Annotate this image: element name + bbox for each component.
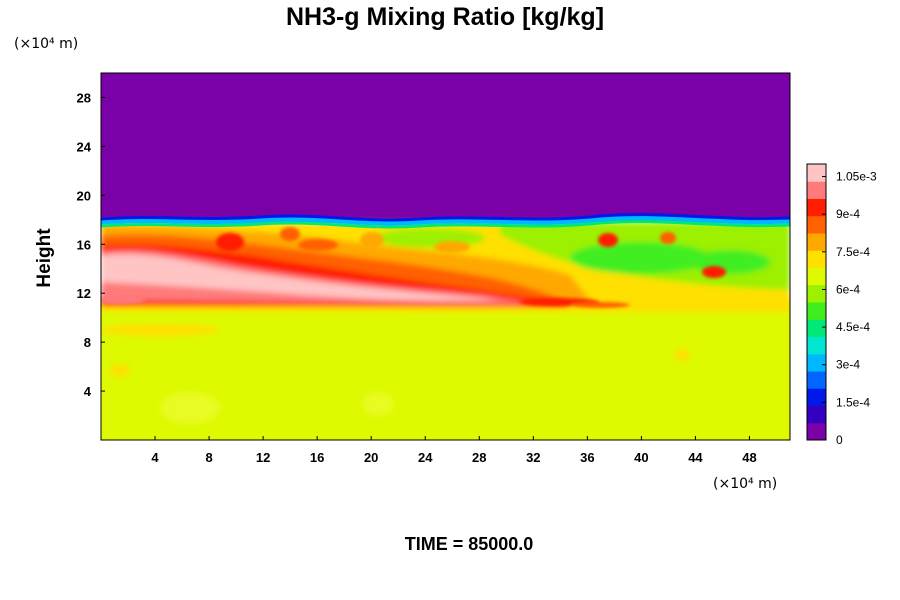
colorbar-swatch xyxy=(807,215,826,234)
y-axis-label: Height xyxy=(34,228,55,288)
colorbar-swatch xyxy=(807,319,826,337)
colorbar-swatch xyxy=(807,181,826,199)
y-tick-label: 28 xyxy=(77,90,91,105)
colorbar-swatch xyxy=(807,233,826,251)
x-tick-label: 8 xyxy=(205,450,212,465)
colorbar-label: 7.5e-4 xyxy=(836,245,870,259)
plot-border xyxy=(100,72,791,441)
colorbar-swatch xyxy=(807,302,826,320)
colorbar-swatch xyxy=(807,388,826,406)
upper-layer-fill xyxy=(101,73,790,223)
y-axis-ticks: 4 8 12 16 20 24 28 xyxy=(77,90,105,399)
colorbar-swatch xyxy=(807,353,826,372)
cloud-details xyxy=(101,227,790,308)
x-tick-label: 20 xyxy=(364,450,378,465)
x-tick-label: 24 xyxy=(418,450,433,465)
x-tick-label: 4 xyxy=(151,450,159,465)
colorbar-border xyxy=(806,163,827,441)
x-tick-label: 12 xyxy=(256,450,270,465)
plot-area xyxy=(101,73,790,440)
colorbar-labels: 0 1.5e-4 3e-4 4.5e-4 6e-4 7.5e-4 9e-4 1.05e-3 xyxy=(822,170,877,447)
cloud-top-edge-dark xyxy=(101,213,790,222)
lower-layer-blobs xyxy=(101,324,690,424)
y-tick-label: 24 xyxy=(77,139,92,154)
colorbar-label: 0 xyxy=(836,433,843,447)
colorbar-swatch xyxy=(807,371,826,389)
x-tick-label: 48 xyxy=(742,450,756,465)
time-label: TIME = 85000.0 xyxy=(405,534,534,554)
colorbar-swatch xyxy=(807,422,826,441)
cloud-top-edge-green xyxy=(101,220,790,229)
x-tick-label: 28 xyxy=(472,450,486,465)
colorbar-label: 1.5e-4 xyxy=(836,395,870,409)
colorbar-swatch xyxy=(807,250,826,268)
y-tick-label: 8 xyxy=(84,335,91,350)
colorbar-swatch xyxy=(807,198,826,217)
y-tick-label: 20 xyxy=(77,188,91,203)
colorbar-swatch xyxy=(807,336,826,355)
colorbar-label: 6e-4 xyxy=(836,282,860,296)
colorbar-label: 4.5e-4 xyxy=(836,320,870,334)
y-tick-label: 4 xyxy=(84,384,92,399)
colorbar-swatch xyxy=(807,164,826,182)
colorbar-label: 1.05e-3 xyxy=(836,170,877,184)
y-unit-label: (×10⁴ m) xyxy=(14,36,78,52)
x-tick-label: 32 xyxy=(526,450,540,465)
colorbar-swatch xyxy=(807,405,826,424)
y-tick-label: 12 xyxy=(77,286,91,301)
cloud-layer xyxy=(101,222,790,312)
cloud-top-edge xyxy=(101,215,790,226)
x-axis-ticks: 4 8 12 16 20 24 28 32 36 40 44 48 xyxy=(151,436,757,465)
x-unit-label: (×10⁴ m) xyxy=(713,476,777,492)
x-tick-label: 16 xyxy=(310,450,324,465)
y-tick-label: 16 xyxy=(77,237,91,252)
lower-layer-fill xyxy=(101,300,790,440)
x-tick-label: 44 xyxy=(688,450,703,465)
chart-title: NH3-g Mixing Ratio [kg/kg] xyxy=(286,3,604,31)
colorbar-swatch xyxy=(807,284,826,303)
colorbar-label: 9e-4 xyxy=(836,207,860,221)
colorbar-label: 3e-4 xyxy=(836,358,860,372)
x-tick-label: 40 xyxy=(634,450,648,465)
colorbar-swatch xyxy=(807,267,826,286)
x-tick-label: 36 xyxy=(580,450,594,465)
colorbar xyxy=(806,163,827,441)
